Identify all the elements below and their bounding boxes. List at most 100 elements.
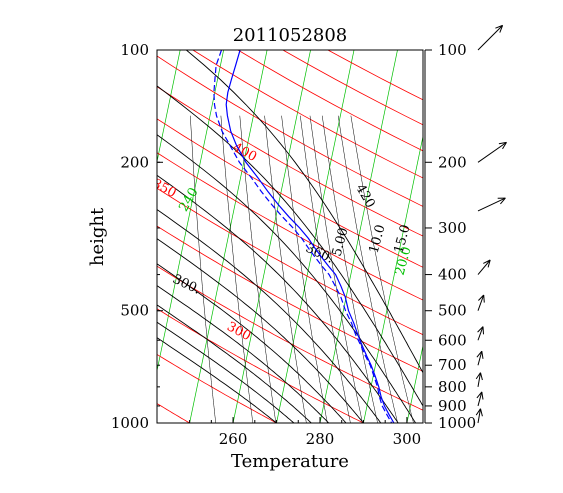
x-axis-label: Temperature <box>231 451 349 472</box>
wind-barb-head <box>478 294 485 301</box>
wind-barb-shaft <box>477 372 481 387</box>
isotherm-line <box>276 50 355 423</box>
y-tick-label: 500 <box>120 302 149 320</box>
isotherm-line <box>16 50 93 423</box>
wind-barb <box>477 141 507 163</box>
wind-barb <box>476 350 484 366</box>
wind-pressure-label: 200 <box>438 153 467 171</box>
wind-barb-head <box>483 259 491 264</box>
moist-adiabat-line <box>157 238 364 423</box>
isotherm-line <box>189 50 268 423</box>
wind-barb-head <box>481 351 484 359</box>
mixing-ratio-line <box>239 115 277 423</box>
wind-barb <box>475 408 483 424</box>
dry-adiabat-line <box>157 55 423 207</box>
wind-barb-head <box>487 259 491 268</box>
wind-barb-shaft <box>477 294 485 311</box>
dry-adiabat-line <box>157 308 364 423</box>
wind-pressure-label: 800 <box>438 378 467 396</box>
wind-barb-shaft <box>477 25 503 51</box>
wind-barb <box>477 197 506 212</box>
mixing-ratio-label: 10.0 <box>367 223 389 255</box>
x-tick-label: 280 <box>306 430 335 448</box>
moist-adiabat-label: 420 <box>352 182 377 211</box>
isotherm-label: 240 <box>176 185 201 214</box>
wind-barb-head <box>481 391 484 400</box>
wind-barb <box>477 24 504 51</box>
sounding-profiles <box>213 50 395 423</box>
mixing-ratio-line <box>321 115 378 423</box>
wind-barb-head <box>502 142 507 150</box>
mixing-ratio-line <box>337 115 398 423</box>
mixing-ratio-label: 15.0 <box>392 223 414 255</box>
moist-adiabat-label: 300. <box>170 272 203 298</box>
y-tick-label: 200 <box>120 153 149 171</box>
mixing-ratio-line <box>281 115 328 423</box>
wind-barb <box>477 259 491 275</box>
y-axis: 100 200 500 1000 <box>111 41 163 432</box>
wind-barb-head <box>480 408 483 417</box>
plot-frame <box>156 49 424 424</box>
moist-adiabat-line <box>186 50 423 374</box>
moist-adiabat-line <box>157 174 399 423</box>
mixing-ratio-line <box>190 115 217 423</box>
y-tick-label: 100 <box>120 41 149 59</box>
wind-barb <box>476 391 484 407</box>
dry-adiabat-line <box>157 152 423 301</box>
wind-barb-head <box>477 326 484 333</box>
moist-adiabat-line <box>157 209 382 423</box>
mixing-ratio-line <box>309 115 363 423</box>
moist-adiabat-line <box>157 263 347 423</box>
moist-adiabat-line <box>157 85 423 407</box>
background-lines <box>0 50 423 423</box>
wind-barb-head <box>476 350 483 358</box>
wind-barb <box>477 294 485 311</box>
dry-adiabat-line <box>157 118 423 268</box>
moist-adiabat-line <box>157 134 416 423</box>
wind-barb-shaft <box>477 141 507 163</box>
wind-pressure-label: 1000 <box>438 414 476 432</box>
dry-adiabat-label: 300 <box>224 319 253 344</box>
wind-barb-head <box>476 391 483 399</box>
mixing-ratio-line <box>350 115 414 423</box>
dry-adiabat-line <box>157 265 423 411</box>
wind-barb-shaft <box>477 259 491 275</box>
temperature-profile <box>225 50 395 423</box>
isotherm-line <box>157 50 181 164</box>
mixing-ratio-line <box>300 115 351 423</box>
wind-barb-head <box>499 25 504 33</box>
wind-barb-head <box>475 372 481 380</box>
wind-barb <box>475 372 483 387</box>
mixing-ratio-label: 20.0 <box>393 245 415 277</box>
wind-barb-head <box>475 408 481 416</box>
wind-barb-head <box>495 24 503 29</box>
wind-barb-head <box>483 294 485 303</box>
dry-adiabat-line <box>157 187 423 336</box>
isotherm-line <box>0 50 6 423</box>
wind-pressure-label: 100 <box>438 41 467 59</box>
y-axis-label: height <box>87 207 108 266</box>
wind-pressure-label: 300 <box>438 219 467 237</box>
wind-barb-head <box>482 326 484 335</box>
wind-pressure-label: 500 <box>438 302 467 320</box>
x-tick-label: 260 <box>219 430 248 448</box>
dry-adiabat-line <box>157 353 277 423</box>
dry-adiabat-line <box>157 86 423 237</box>
moist-adiabat-line <box>157 321 295 423</box>
x-axis: 260 280 300 <box>189 417 421 448</box>
mixing-ratio-label: 5.00 <box>330 226 352 258</box>
moist-adiabat-line <box>157 285 330 423</box>
wind-pressure-label: 400 <box>438 266 467 284</box>
wind-barb <box>477 326 484 341</box>
wind-barb-head <box>480 372 483 381</box>
moist-adiabat-line <box>157 337 277 423</box>
isotherm-line <box>363 134 423 423</box>
mixing-ratio-line <box>220 115 254 423</box>
wind-barb-shaft <box>477 391 483 407</box>
dewpoint-profile <box>213 50 393 423</box>
isotherm-line <box>0 50 50 423</box>
isotherm-line <box>319 50 398 423</box>
y-tick-label: 1000 <box>111 414 149 432</box>
